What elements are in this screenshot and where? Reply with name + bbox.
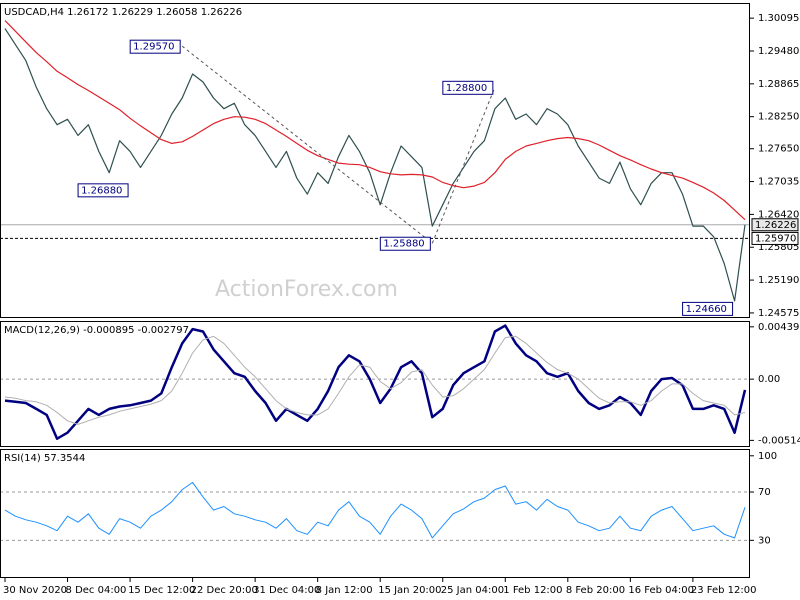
x-tick-label: 23 Feb 12:00 bbox=[691, 585, 757, 596]
watermark: ActionForex.com bbox=[215, 277, 398, 302]
x-tick-label: 25 Jan 04:00 bbox=[441, 585, 504, 596]
x-tick-label: 1 Feb 12:00 bbox=[503, 585, 562, 596]
y-tick-label: 1.25190 bbox=[758, 275, 799, 286]
series-line bbox=[4, 335, 746, 425]
y-tick-label: 1.30095 bbox=[758, 13, 799, 24]
y-tick-label: 1.24575 bbox=[758, 308, 799, 319]
x-tick-label: 8 Dec 04:00 bbox=[66, 585, 127, 596]
x-tick-label: 31 Dec 04:00 bbox=[253, 585, 320, 596]
annotation-label: 1.29570 bbox=[133, 42, 174, 53]
y-tick-label: 1.26420 bbox=[758, 209, 799, 220]
panel-title: RSI(14) 57.3544 bbox=[4, 453, 85, 464]
price-label-box bbox=[751, 218, 799, 232]
annotation-label: 1.28800 bbox=[446, 83, 487, 94]
y-tick-label: 1.25805 bbox=[758, 242, 799, 253]
y-tick-label: 1.28250 bbox=[758, 112, 799, 123]
price-label: 1.26226 bbox=[755, 220, 796, 231]
x-tick-label: 16 Feb 04:00 bbox=[628, 585, 694, 596]
annotation-label: 1.26880 bbox=[81, 185, 122, 196]
panel-frame bbox=[0, 321, 750, 447]
y-tick-label: 1.27035 bbox=[758, 177, 799, 188]
y-tick-label: 1.28865 bbox=[758, 79, 799, 90]
y-tick-label: -0.005144 bbox=[758, 435, 800, 446]
x-tick-label: 30 Nov 2020 bbox=[3, 585, 67, 596]
annotation-box bbox=[442, 80, 494, 95]
annotation-box bbox=[129, 39, 181, 54]
series-line bbox=[4, 28, 746, 302]
panel-frame bbox=[0, 3, 750, 318]
y-tick-label: 0.004396 bbox=[758, 322, 800, 333]
annotation-box bbox=[682, 301, 734, 316]
panel-frame bbox=[0, 449, 750, 578]
y-tick-label: 1.27650 bbox=[758, 144, 799, 155]
trend-line bbox=[431, 87, 496, 244]
series-line bbox=[4, 481, 746, 539]
price-label: 1.25970 bbox=[755, 233, 796, 244]
trend-line bbox=[181, 45, 433, 244]
y-tick-label: 30 bbox=[758, 535, 771, 546]
series-line bbox=[4, 20, 746, 221]
x-tick-label: 22 Dec 20:00 bbox=[191, 585, 258, 596]
x-tick-label: 15 Jan 20:00 bbox=[378, 585, 441, 596]
y-tick-label: 100 bbox=[758, 451, 777, 462]
panel-title: USDCAD,H4 1.26172 1.26229 1.26058 1.2622… bbox=[4, 7, 242, 18]
y-tick-label: 70 bbox=[758, 487, 771, 498]
x-tick-label: 15 Dec 12:00 bbox=[128, 585, 195, 596]
y-tick-label: 0.00 bbox=[758, 374, 780, 385]
x-tick-label: 8 Jan 12:00 bbox=[316, 585, 373, 596]
annotation-label: 1.24660 bbox=[686, 304, 727, 315]
annotation-box bbox=[77, 183, 129, 198]
price-label-box bbox=[751, 231, 799, 245]
series-line bbox=[4, 324, 747, 440]
annotation-label: 1.25880 bbox=[383, 239, 424, 250]
x-tick-label: 8 Feb 20:00 bbox=[566, 585, 625, 596]
annotation-box bbox=[379, 236, 431, 251]
panel-title: MACD(12,26,9) -0.000895 -0.002797 bbox=[4, 325, 189, 336]
y-tick-label: 1.29480 bbox=[758, 46, 799, 57]
